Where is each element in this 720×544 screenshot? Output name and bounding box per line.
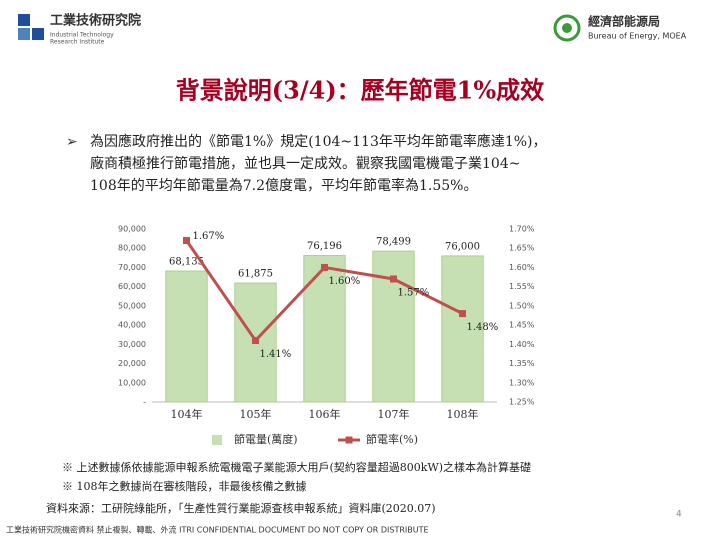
- y2-tick-label: 1.65%: [509, 244, 535, 253]
- x-tick-label: 106年: [309, 407, 341, 421]
- line-marker: [252, 336, 259, 344]
- left-logo-sub: Industrial Technology: [50, 32, 114, 39]
- line-value-label: 1.41%: [260, 349, 292, 360]
- itri-logo: [18, 14, 44, 40]
- line-marker: [459, 310, 466, 318]
- x-tick-label: 105年: [240, 407, 272, 421]
- y-tick-label: 60,000: [118, 282, 146, 291]
- line-value-label: 1.67%: [193, 231, 225, 242]
- slide-title: 背景說明(3/4)：歷年節電1%成效: [176, 76, 544, 105]
- right-logo-text: 經濟部能源局: [588, 14, 660, 29]
- page-number: 4: [676, 510, 682, 520]
- y2-tick-label: 1.30%: [509, 378, 535, 387]
- line-value-label: 1.48%: [467, 322, 499, 333]
- y-tick-label: 90,000: [118, 225, 146, 234]
- source: 資料來源：工研院綠能所，「生產性質行業能源查核申報系統」資料庫(2020.07): [46, 501, 436, 515]
- y2-tick-label: 1.40%: [509, 340, 535, 349]
- y2-tick-label: 1.50%: [509, 301, 535, 310]
- chart: - 10,000 20,000 30,000 40,000 50,000 60,000 70,…: [118, 225, 535, 447]
- y2-tick-label: 1.55%: [509, 282, 535, 291]
- y-tick-label: 40,000: [118, 321, 146, 330]
- footer: 工業技術研究院機密資料 禁止複製、轉載、外流 ITRI CONFIDENTIAL…: [6, 525, 429, 535]
- bar: [372, 250, 415, 403]
- logo-shape: [18, 28, 30, 40]
- bar-value-label: 76,196: [307, 241, 342, 252]
- y2-tick-label: 1.60%: [509, 263, 535, 272]
- y-tick-label: 80,000: [118, 244, 146, 253]
- line-value-label: 1.57%: [398, 287, 430, 298]
- y-tick-label: 70,000: [118, 263, 146, 272]
- bullet-line: 廠商積極推行節電措施，並也具一定成效。觀察我國電機電子業104~: [90, 155, 520, 172]
- logo-shape: [18, 14, 30, 26]
- line-marker: [390, 275, 397, 283]
- left-logo-sub: Research Institute: [50, 39, 105, 46]
- logo-shape: [32, 28, 44, 40]
- legend-label: 節電率(%): [366, 432, 418, 446]
- legend-label: 節電量(萬度): [234, 432, 298, 446]
- y-tick-label: 20,000: [118, 359, 146, 368]
- bullet-line: 為因應政府推出的《節電1%》規定(104~113年平均年節電率應達1%)，: [90, 133, 547, 150]
- bar-value-label: 68,135: [169, 257, 204, 268]
- y-tick-label: 10,000: [118, 378, 146, 387]
- bar-value-label: 76,000: [445, 241, 480, 252]
- x-tick-label: 104年: [171, 407, 203, 421]
- x-tick-label: 107年: [378, 407, 410, 421]
- line-marker: [321, 263, 328, 271]
- legend-swatch: [212, 435, 222, 445]
- y2-tick-label: 1.35%: [509, 359, 535, 368]
- bar: [441, 255, 484, 403]
- y2-tick-label: 1.25%: [509, 398, 535, 407]
- bar-value-label: 78,499: [376, 237, 411, 248]
- boe-logo: [562, 23, 572, 33]
- y-tick-label: -: [143, 398, 146, 407]
- legend-marker: [345, 436, 353, 444]
- left-logo-text: 工業技術研究院: [50, 13, 141, 29]
- right-logo-sub: Bureau of Energy, MOEA: [588, 32, 687, 41]
- line-value-label: 1.60%: [329, 276, 361, 287]
- line-marker: [183, 237, 190, 245]
- y-tick-label: 30,000: [118, 340, 146, 349]
- bar-value-label: 61,875: [238, 269, 273, 280]
- note: ※ 108年之數據尚在審核階段，非最後核備之數據: [62, 479, 307, 493]
- note: ※ 上述數據係依據能源申報系統電機電子業能源大用戶(契約容量超過800kW)之樣…: [62, 460, 531, 474]
- y-tick-label: 50,000: [118, 301, 146, 310]
- bar: [165, 270, 208, 403]
- y2-tick-label: 1.70%: [509, 225, 535, 234]
- bullet-line: 108年的平均年節電量為7.2億度電，平均年節電率為1.55%。: [90, 177, 477, 194]
- y2-tick-label: 1.45%: [509, 321, 535, 330]
- bullet-arrow: ➢: [66, 134, 78, 150]
- x-tick-label: 108年: [447, 407, 479, 421]
